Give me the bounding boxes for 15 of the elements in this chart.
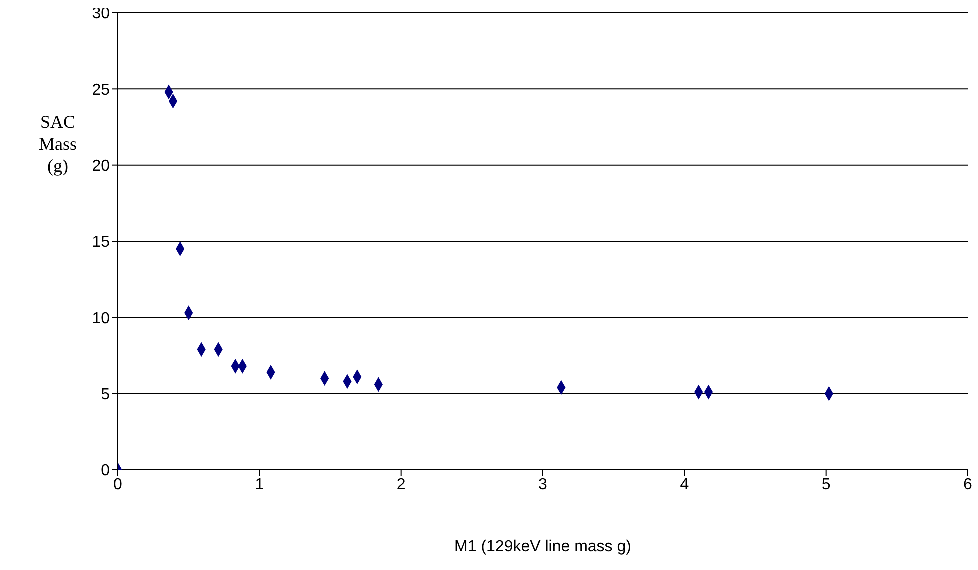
x-tick-label: 5 — [822, 476, 831, 494]
y-axis-title: SAC Mass (g) — [38, 112, 78, 176]
y-tick-label: 0 — [101, 462, 110, 480]
y-tick-label: 25 — [92, 82, 110, 99]
x-tick-label: 3 — [538, 476, 548, 494]
y-tick-label: 15 — [92, 234, 110, 252]
x-tick-label: 6 — [964, 476, 973, 494]
y-tick-label: 5 — [101, 386, 110, 404]
x-tick-label: 0 — [114, 476, 123, 494]
x-tick-label: 2 — [396, 476, 406, 494]
x-tick-label: 4 — [680, 476, 690, 494]
y-tick-label: 10 — [92, 310, 110, 328]
x-tick-label: 1 — [255, 476, 264, 494]
y-tick-label: 20 — [92, 158, 110, 176]
x-axis-title: M1 (129keV line mass g) — [454, 538, 632, 556]
